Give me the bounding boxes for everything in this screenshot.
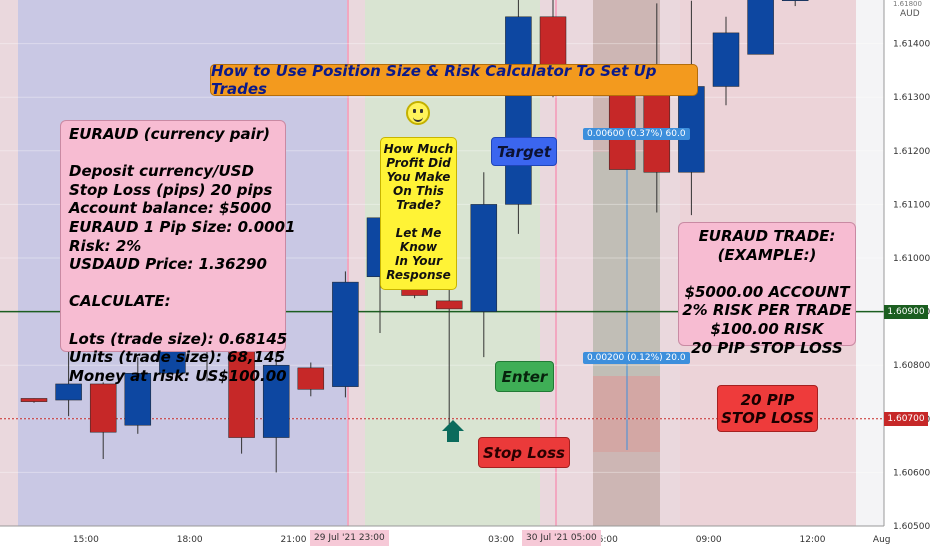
trade-example-note-line: $100.00 RISK [710, 319, 824, 338]
calculation-note-line: Lots (trade size): 0.68145 [69, 329, 288, 348]
chart-title-text: How to Use Position Size & Risk Calculat… [211, 62, 657, 98]
calculation-note: EURAUD (currency pair) Deposit currency/… [60, 120, 296, 385]
calculation-note-line: Account balance: $5000 [69, 199, 272, 218]
chart-title: How to Use Position Size & Risk Calculat… [210, 62, 698, 98]
calculation-note-line [69, 274, 285, 293]
level-stop-price-tag: 1.60700 [884, 411, 928, 426]
question-note-text: How Much Profit Did You Make On This Tra… [383, 142, 454, 282]
smiley-icon [406, 101, 430, 125]
calculation-note-line: Money at risk: US$100.00 [69, 366, 287, 385]
time-tick-label: 12:00 [800, 535, 826, 545]
trade-example-note-line: $5000.00 ACCOUNT [684, 282, 850, 301]
time-marker-label: 29 Jul '21 23:00 [310, 530, 389, 546]
trade-example-note-line [679, 264, 855, 283]
background-band [856, 0, 884, 526]
price-tick-label: 1.61300 [893, 93, 930, 103]
stop-loss-tag: Stop Loss [478, 437, 570, 468]
trade-example-note-line: 2% RISK PER TRADE [682, 301, 852, 320]
calculation-note-line: EURAUD 1 Pip Size: 0.0001 [69, 217, 296, 236]
price-tick-label: 1.61400 [893, 40, 930, 50]
trade-example-note-line: EURAUD TRADE: [698, 227, 836, 245]
calculation-note-line: USDAUD Price: 1.36290 [69, 255, 267, 274]
target-tag-text: Target [496, 142, 552, 161]
enter-tag: Enter [495, 361, 554, 392]
price-tick-label: 1.61000 [893, 254, 930, 264]
calculation-note-line: Stop Loss (pips) 20 pips [69, 180, 273, 199]
candle-body [435, 300, 463, 310]
candle-body [20, 398, 48, 402]
question-note: How Much Profit Did You Make On This Tra… [380, 137, 457, 290]
measure-label-top: 0.00600 (0.37%) 60.0 [583, 128, 690, 140]
price-tick-label: 1.60500 [893, 522, 930, 532]
pip-stop-note-text: 20 PIP STOP LOSS [721, 391, 814, 427]
candle-body [747, 0, 774, 55]
candle-body [89, 383, 117, 433]
price-axis: 1.618001.617001.616001.615001.614001.613… [883, 0, 932, 550]
time-tick-label: 21:00 [281, 535, 307, 545]
time-tick-label: Aug [873, 535, 891, 545]
time-tick-label: 18:00 [177, 535, 203, 545]
price-tick-label: 1.60800 [893, 361, 930, 371]
time-axis-background [0, 526, 884, 550]
target-tag: Target [491, 137, 557, 166]
pip-stop-note: 20 PIP STOP LOSS [717, 385, 818, 432]
price-axis-background [884, 0, 932, 550]
time-tick-label: 15:00 [73, 535, 99, 545]
measure-label-bottom: 0.00200 (0.12%) 20.0 [583, 352, 690, 364]
candle-body [781, 0, 809, 1]
candle-body [297, 367, 325, 390]
price-tick-label: 1.61100 [893, 200, 930, 210]
time-axis: 15:00 18:00 21:00 03:00 06:00 09:00 12:00 Aug [0, 525, 891, 550]
price-tick-label: 1.61200 [893, 147, 930, 157]
up-arrow-icon [442, 420, 464, 442]
time-tick-label: 03:00 [488, 535, 514, 545]
time-tick-label: 09:00 [696, 535, 722, 545]
level-enter-price-tag: 1.60900 [884, 304, 928, 319]
stop-loss-tag-text: Stop Loss [483, 443, 565, 462]
calculation-note-line [69, 311, 285, 330]
candle-body [124, 372, 152, 426]
time-tick-label: 06:00 [592, 535, 618, 545]
time-marker-label: 30 Jul '21 05:00 [522, 530, 601, 546]
calculation-note-line [69, 144, 285, 163]
trade-example-note: EURAUD TRADE: (EXAMPLE:) $5000.00 ACCOUNT… [678, 222, 856, 357]
candle-body [228, 344, 255, 438]
trade-example-note-line: (EXAMPLE:) [717, 245, 817, 264]
candle-body [712, 32, 740, 87]
enter-tag-text: Enter [501, 367, 548, 386]
calculation-note-line: Deposit currency/USD [69, 162, 254, 181]
candle-body [505, 16, 532, 205]
quote-currency-label: AUD [900, 9, 920, 19]
calculation-note-line: Units (trade size): 68,145 [69, 348, 285, 367]
candle-body [470, 204, 498, 312]
background-band [0, 0, 18, 526]
price-tick-label: 1.60600 [893, 468, 930, 478]
candle-body [332, 281, 359, 387]
calculation-note-line: CALCULATE: [69, 292, 171, 311]
scale-top-label: 1.61800 [893, 0, 922, 8]
trade-example-note-line: 20 PIP STOP LOSS [691, 338, 843, 357]
candle-body [262, 364, 290, 438]
calculation-note-line: Risk: 2% [69, 236, 142, 255]
calculation-note-line: EURAUD (currency pair) [69, 125, 270, 143]
candle-body [55, 383, 82, 401]
background-band [348, 0, 365, 526]
